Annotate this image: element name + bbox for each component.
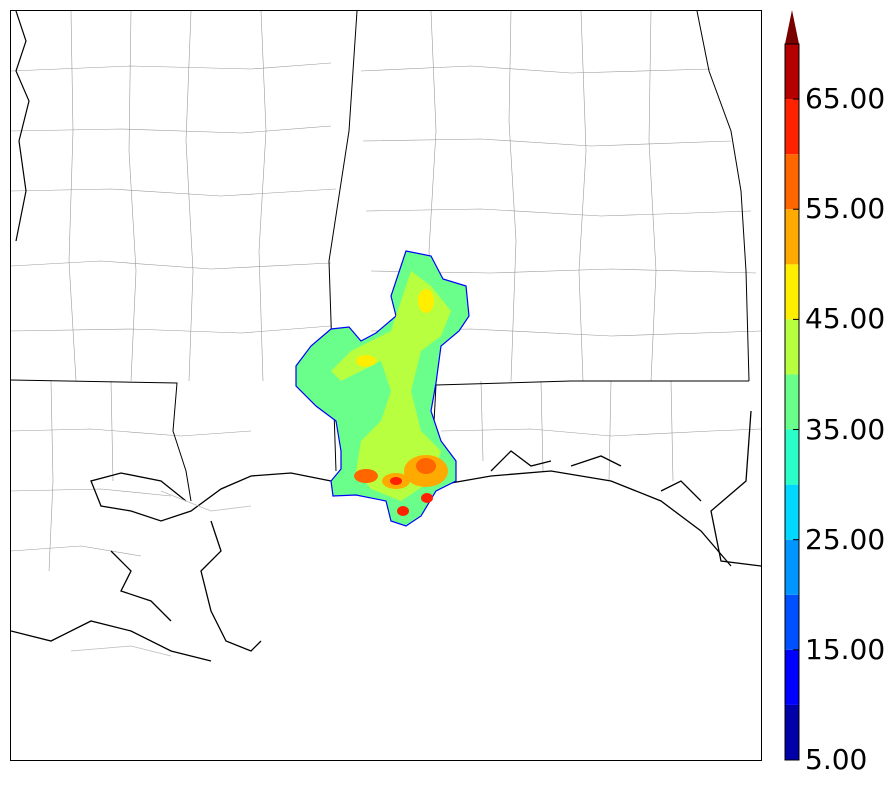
colorbar-tick-label: 45.00 [805, 302, 886, 336]
map-panel [10, 10, 762, 761]
coastline [11, 410, 761, 662]
colorbar-band [785, 649, 799, 705]
county-borders [11, 11, 761, 572]
colorbar-band [785, 374, 799, 430]
colorbar-band [785, 209, 799, 265]
colorbar-extend-arrow [785, 10, 799, 44]
colorbar-tick-label: 15.00 [805, 632, 886, 666]
echo-core-yellow [331, 271, 451, 501]
map-svg [11, 11, 761, 662]
echo-cell [416, 458, 436, 474]
colorbar-tick-label: 55.00 [805, 192, 886, 226]
colorbar [783, 0, 894, 785]
echo-cell [356, 355, 376, 367]
echo-cell [354, 469, 378, 483]
echo-cell [390, 477, 402, 485]
echo-cell [421, 493, 433, 503]
colorbar-tick-label: 25.00 [805, 522, 886, 556]
offshore-islands [70, 490, 252, 657]
colorbar-band [785, 44, 799, 100]
colorbar-bands [785, 44, 799, 760]
echo-cell [418, 289, 434, 313]
colorbar-band [785, 704, 799, 760]
colorbar-tick-label: 35.00 [805, 412, 886, 446]
radar-echo [295, 250, 470, 527]
colorbar-ticks [793, 98, 799, 761]
colorbar-svg [784, 10, 800, 761]
colorbar-band [785, 319, 799, 375]
colorbar-band [785, 539, 799, 595]
colorbar-band [785, 154, 799, 210]
colorbar-tick-label: 5.00 [805, 743, 868, 776]
river [15, 11, 30, 242]
colorbar-frame [784, 43, 800, 761]
colorbar-band [785, 594, 799, 650]
echo-cell [397, 506, 409, 516]
colorbar-band [785, 99, 799, 155]
colorbar-band [785, 264, 799, 320]
colorbar-band [785, 429, 799, 485]
colorbar-band [785, 484, 799, 540]
colorbar-tick-label: 65.00 [805, 82, 886, 116]
